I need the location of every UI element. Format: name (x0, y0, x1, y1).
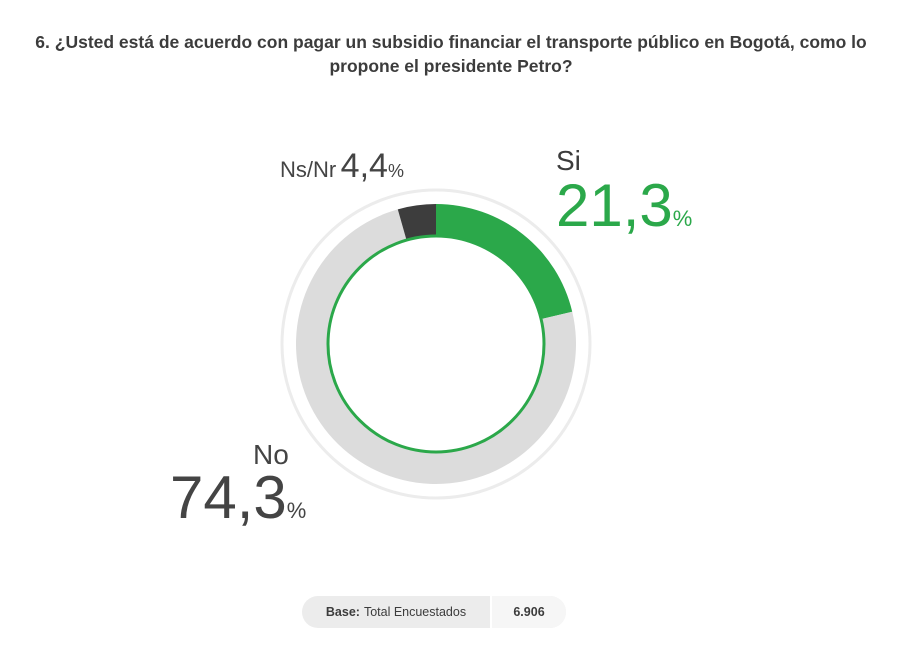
base-label: Base: (325, 605, 360, 619)
slice-label-nsnr: Ns/Nr 4,4% (280, 148, 404, 184)
outer-ring-decoration (280, 188, 592, 500)
slice-unit-no: % (286, 498, 307, 523)
slice-name-si: Si (556, 145, 581, 176)
slice-name-nsnr: Ns/Nr (280, 157, 337, 182)
slice-value-nsnr: 4,4 (340, 147, 388, 185)
slice-name-no: No (253, 439, 289, 470)
base-info: Base: Total Encuestados 6.906 (302, 596, 566, 628)
slice-label-si: Si 21,3% (556, 146, 692, 236)
base-label-group: Base: Total Encuestados (302, 596, 490, 628)
slice-si (436, 204, 573, 320)
slice-nsnr (397, 204, 436, 241)
slice-value-si: 21,3 (556, 172, 673, 239)
slice-unit-si: % (672, 206, 693, 231)
base-description: Total Encuestados (363, 605, 467, 619)
base-value: 6.906 (490, 596, 566, 628)
chart-title: 6. ¿Usted está de acuerdo con pagar un s… (35, 32, 867, 76)
slice-unit-nsnr: % (387, 161, 404, 181)
slice-label-no: No 74,3% (170, 439, 307, 528)
inner-ring (326, 234, 546, 454)
slice-value-no: 74,3 (170, 464, 287, 531)
